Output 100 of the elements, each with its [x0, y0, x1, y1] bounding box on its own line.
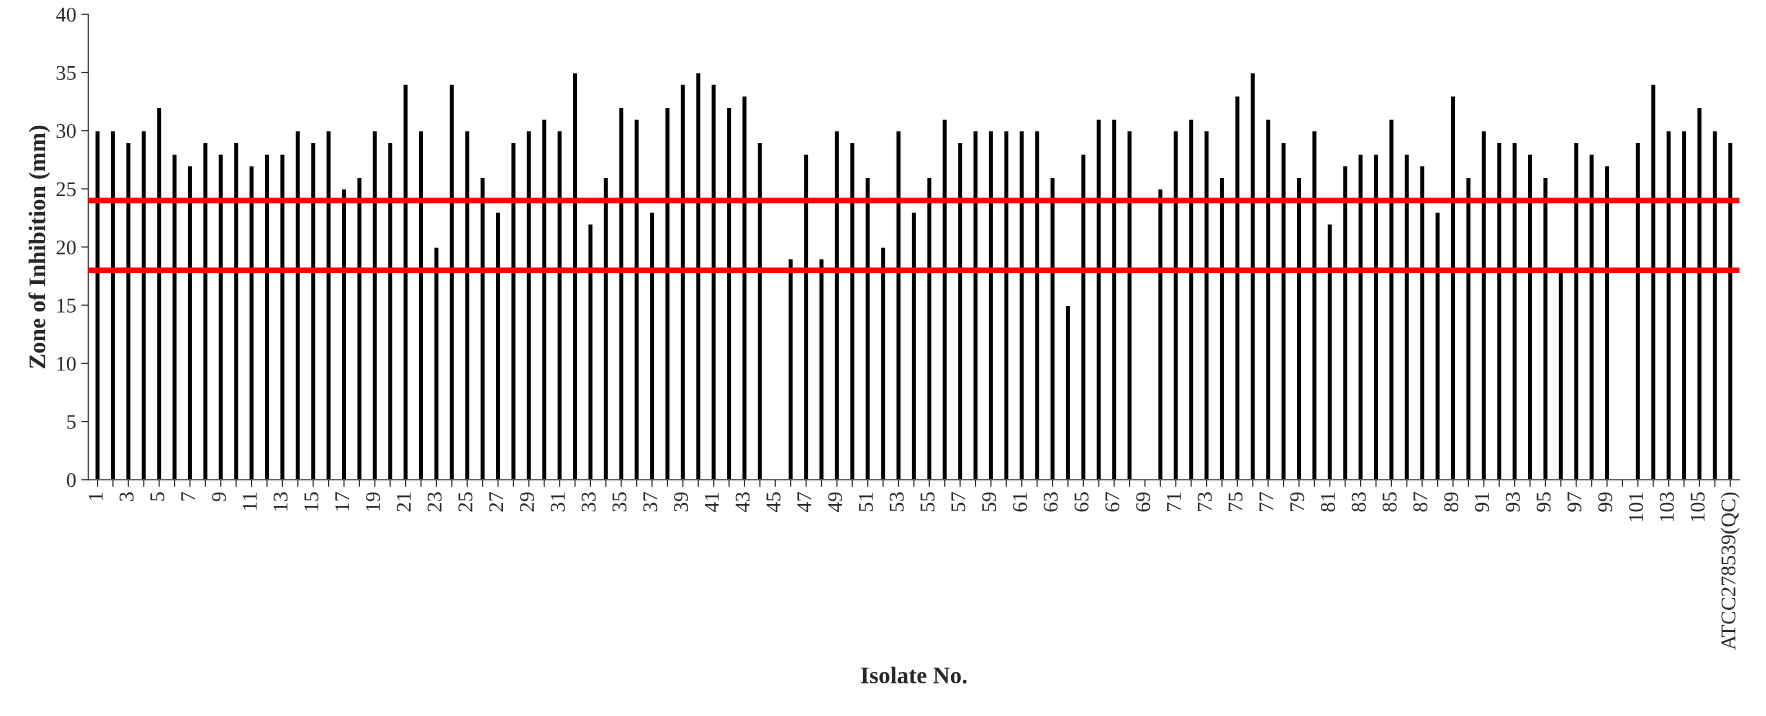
y-tick-label: 15 — [57, 298, 76, 313]
x-tick-label: 91 — [1475, 492, 1490, 512]
x-tick-label: 105 — [1690, 492, 1705, 521]
x-tick-label: 81 — [1320, 492, 1335, 512]
bar — [787, 257, 795, 480]
bar — [1726, 141, 1734, 480]
bar — [155, 106, 163, 480]
bar — [1588, 153, 1596, 480]
bar — [664, 106, 671, 480]
x-tick-label: 61 — [1012, 492, 1027, 512]
x-tick-label: ATCC278539(QC) — [1720, 492, 1740, 650]
bar — [1203, 129, 1210, 480]
bar — [1696, 106, 1703, 480]
bar — [1649, 83, 1657, 480]
bar — [1264, 118, 1272, 480]
bar — [1310, 129, 1318, 480]
x-tick-label: 63 — [1043, 492, 1058, 512]
x-tick-label: 11 — [242, 492, 257, 510]
x-tick-label: 95 — [1536, 492, 1551, 512]
x-tick-label: 25 — [458, 492, 473, 512]
bar — [1357, 153, 1364, 480]
x-tick-label: 55 — [920, 492, 935, 512]
bar — [941, 118, 949, 480]
bar — [217, 153, 225, 480]
x-tick-label: 79 — [1290, 492, 1305, 511]
x-tick-label: 15 — [304, 492, 319, 511]
bar — [1187, 118, 1195, 480]
x-tick-label: 57 — [951, 492, 966, 512]
x-tick-label: 99 — [1598, 492, 1613, 512]
x-tick-label: 71 — [1167, 492, 1181, 511]
bar — [833, 129, 841, 480]
y-tick-label: 25 — [56, 182, 76, 197]
bar — [386, 141, 394, 480]
x-tick-label: 29 — [520, 492, 535, 512]
x-tick-label: 7 — [181, 492, 195, 501]
bar — [356, 176, 363, 480]
x-tick-label: 21 — [396, 492, 411, 512]
bar — [1511, 141, 1519, 480]
x-tick-label: 41 — [704, 492, 719, 512]
bar — [201, 141, 209, 480]
bar — [1542, 176, 1549, 480]
y-tick-label: 0 — [66, 473, 76, 488]
x-tick-label: 35 — [612, 492, 627, 512]
bar — [1049, 176, 1056, 480]
bar — [463, 129, 471, 480]
bar — [1465, 176, 1472, 480]
bar — [694, 71, 702, 480]
x-tick-label: 73 — [1197, 492, 1212, 511]
x-tick-label: 103 — [1659, 492, 1674, 521]
bar — [602, 176, 610, 480]
bar — [232, 141, 240, 480]
bar — [1033, 129, 1041, 480]
bar — [679, 83, 687, 480]
bar — [309, 141, 317, 480]
x-tick-label: 93 — [1505, 492, 1520, 512]
bar — [633, 118, 641, 480]
bar — [510, 141, 517, 480]
bar — [1665, 129, 1673, 480]
y-tick-label: 10 — [57, 356, 76, 371]
x-tick-label: 39 — [674, 492, 689, 512]
y-tick-label: 40 — [56, 7, 76, 22]
x-tick-label: 37 — [643, 492, 658, 512]
y-tick-label: 20 — [56, 240, 76, 255]
bar — [1018, 129, 1026, 480]
y-axis-title: Zone of Inhibition (mm) — [28, 125, 51, 369]
x-tick-label: 43 — [735, 492, 750, 512]
x-tick-label: 23 — [427, 492, 442, 512]
x-tick-label: 33 — [581, 492, 596, 512]
bar — [972, 129, 979, 480]
x-tick-label: 47 — [797, 492, 812, 512]
bar — [1388, 118, 1395, 480]
bar — [1480, 129, 1488, 480]
bar — [325, 129, 332, 480]
bar — [1110, 118, 1118, 480]
bar — [448, 83, 456, 480]
x-tick-label: 13 — [273, 492, 288, 511]
x-tick-label: 87 — [1413, 492, 1428, 512]
bar — [617, 106, 625, 480]
bar — [171, 153, 178, 480]
bar — [278, 153, 286, 480]
bar — [848, 141, 856, 480]
bar — [710, 83, 718, 480]
bar — [1572, 141, 1580, 480]
bar — [818, 257, 825, 480]
x-tick-label: 17 — [335, 492, 349, 511]
x-tick-label: 77 — [1259, 492, 1274, 511]
x-tick-label: 5 — [150, 492, 165, 501]
bar — [540, 118, 548, 480]
x-tick-label: 1 — [88, 492, 103, 501]
x-axis-title: Isolate No. — [860, 666, 967, 684]
x-tick-label: 27 — [489, 492, 504, 512]
bar — [1326, 223, 1334, 480]
bar — [124, 141, 132, 480]
bar — [741, 95, 748, 480]
bar — [1403, 153, 1411, 480]
bar — [587, 223, 594, 480]
x-tick-label: 101 — [1629, 492, 1644, 521]
bar — [140, 129, 148, 480]
bar — [1341, 164, 1349, 480]
bar — [1495, 141, 1503, 480]
